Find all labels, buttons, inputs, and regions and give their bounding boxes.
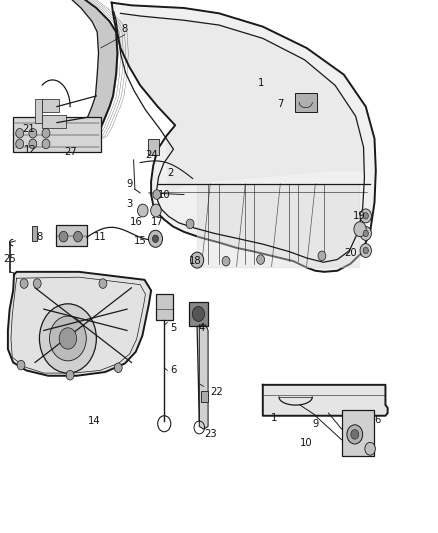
Circle shape xyxy=(42,139,50,149)
Circle shape xyxy=(29,139,37,149)
Polygon shape xyxy=(112,3,376,272)
Text: 19: 19 xyxy=(353,211,366,221)
Text: 1: 1 xyxy=(258,78,264,87)
Circle shape xyxy=(152,235,159,243)
Circle shape xyxy=(17,360,25,370)
Bar xyxy=(42,99,59,112)
Circle shape xyxy=(257,255,265,264)
Text: 22: 22 xyxy=(210,387,223,397)
Text: 12: 12 xyxy=(23,146,36,155)
Circle shape xyxy=(16,128,24,138)
Bar xyxy=(32,226,37,241)
Text: 5: 5 xyxy=(170,323,176,333)
Text: 8: 8 xyxy=(36,232,42,242)
Circle shape xyxy=(365,442,375,455)
Circle shape xyxy=(186,219,194,229)
Polygon shape xyxy=(72,0,117,139)
Circle shape xyxy=(20,279,28,288)
Circle shape xyxy=(360,244,371,257)
Circle shape xyxy=(59,328,77,349)
Text: 24: 24 xyxy=(145,150,157,159)
Bar xyxy=(56,225,87,246)
Bar xyxy=(148,139,159,155)
Text: 6: 6 xyxy=(374,415,381,425)
Text: 14: 14 xyxy=(88,416,100,426)
Text: 9: 9 xyxy=(126,179,132,189)
Text: 9: 9 xyxy=(312,419,318,429)
Text: 25: 25 xyxy=(3,254,16,263)
Circle shape xyxy=(318,251,326,261)
Polygon shape xyxy=(199,325,208,429)
Polygon shape xyxy=(197,184,359,266)
Text: 23: 23 xyxy=(204,430,216,439)
Circle shape xyxy=(66,370,74,380)
Circle shape xyxy=(49,316,86,361)
Circle shape xyxy=(148,230,162,247)
Circle shape xyxy=(153,190,161,199)
Text: 6: 6 xyxy=(170,366,176,375)
Polygon shape xyxy=(263,385,388,416)
Bar xyxy=(13,117,101,152)
Polygon shape xyxy=(8,272,151,376)
Text: 11: 11 xyxy=(93,232,106,242)
Text: 16: 16 xyxy=(129,217,142,227)
Text: 7: 7 xyxy=(277,99,283,109)
Circle shape xyxy=(151,204,161,217)
Text: 4: 4 xyxy=(198,323,205,333)
Bar xyxy=(201,391,208,402)
Circle shape xyxy=(363,247,368,254)
Bar xyxy=(156,294,173,320)
Text: 17: 17 xyxy=(151,217,164,227)
Circle shape xyxy=(354,222,366,237)
Circle shape xyxy=(222,256,230,266)
Circle shape xyxy=(360,227,371,240)
Circle shape xyxy=(16,139,24,149)
Circle shape xyxy=(99,279,107,288)
Text: 10: 10 xyxy=(300,439,313,448)
Circle shape xyxy=(33,279,41,288)
Circle shape xyxy=(138,204,148,217)
Text: 1: 1 xyxy=(271,414,277,423)
Circle shape xyxy=(74,231,82,242)
Circle shape xyxy=(42,128,50,138)
Circle shape xyxy=(114,363,122,373)
Text: 18: 18 xyxy=(189,256,201,266)
Circle shape xyxy=(192,306,205,321)
Bar xyxy=(342,410,374,456)
Text: 8: 8 xyxy=(122,25,128,34)
Bar xyxy=(35,99,42,123)
Text: 10: 10 xyxy=(158,190,170,199)
Circle shape xyxy=(351,430,359,439)
Circle shape xyxy=(59,231,68,242)
Polygon shape xyxy=(117,16,364,197)
Bar xyxy=(189,302,208,326)
Text: 21: 21 xyxy=(22,124,35,134)
Text: 20: 20 xyxy=(344,248,357,258)
Bar xyxy=(295,93,317,112)
Circle shape xyxy=(39,304,96,373)
Bar xyxy=(42,115,66,128)
Circle shape xyxy=(360,209,371,223)
Circle shape xyxy=(363,213,368,219)
Circle shape xyxy=(347,425,363,444)
Text: 27: 27 xyxy=(64,148,78,157)
Text: 3: 3 xyxy=(126,199,132,208)
Circle shape xyxy=(363,230,368,237)
Circle shape xyxy=(29,128,37,138)
Text: 2: 2 xyxy=(168,168,174,178)
Circle shape xyxy=(191,252,204,268)
Circle shape xyxy=(192,255,200,265)
Text: 15: 15 xyxy=(134,236,147,246)
